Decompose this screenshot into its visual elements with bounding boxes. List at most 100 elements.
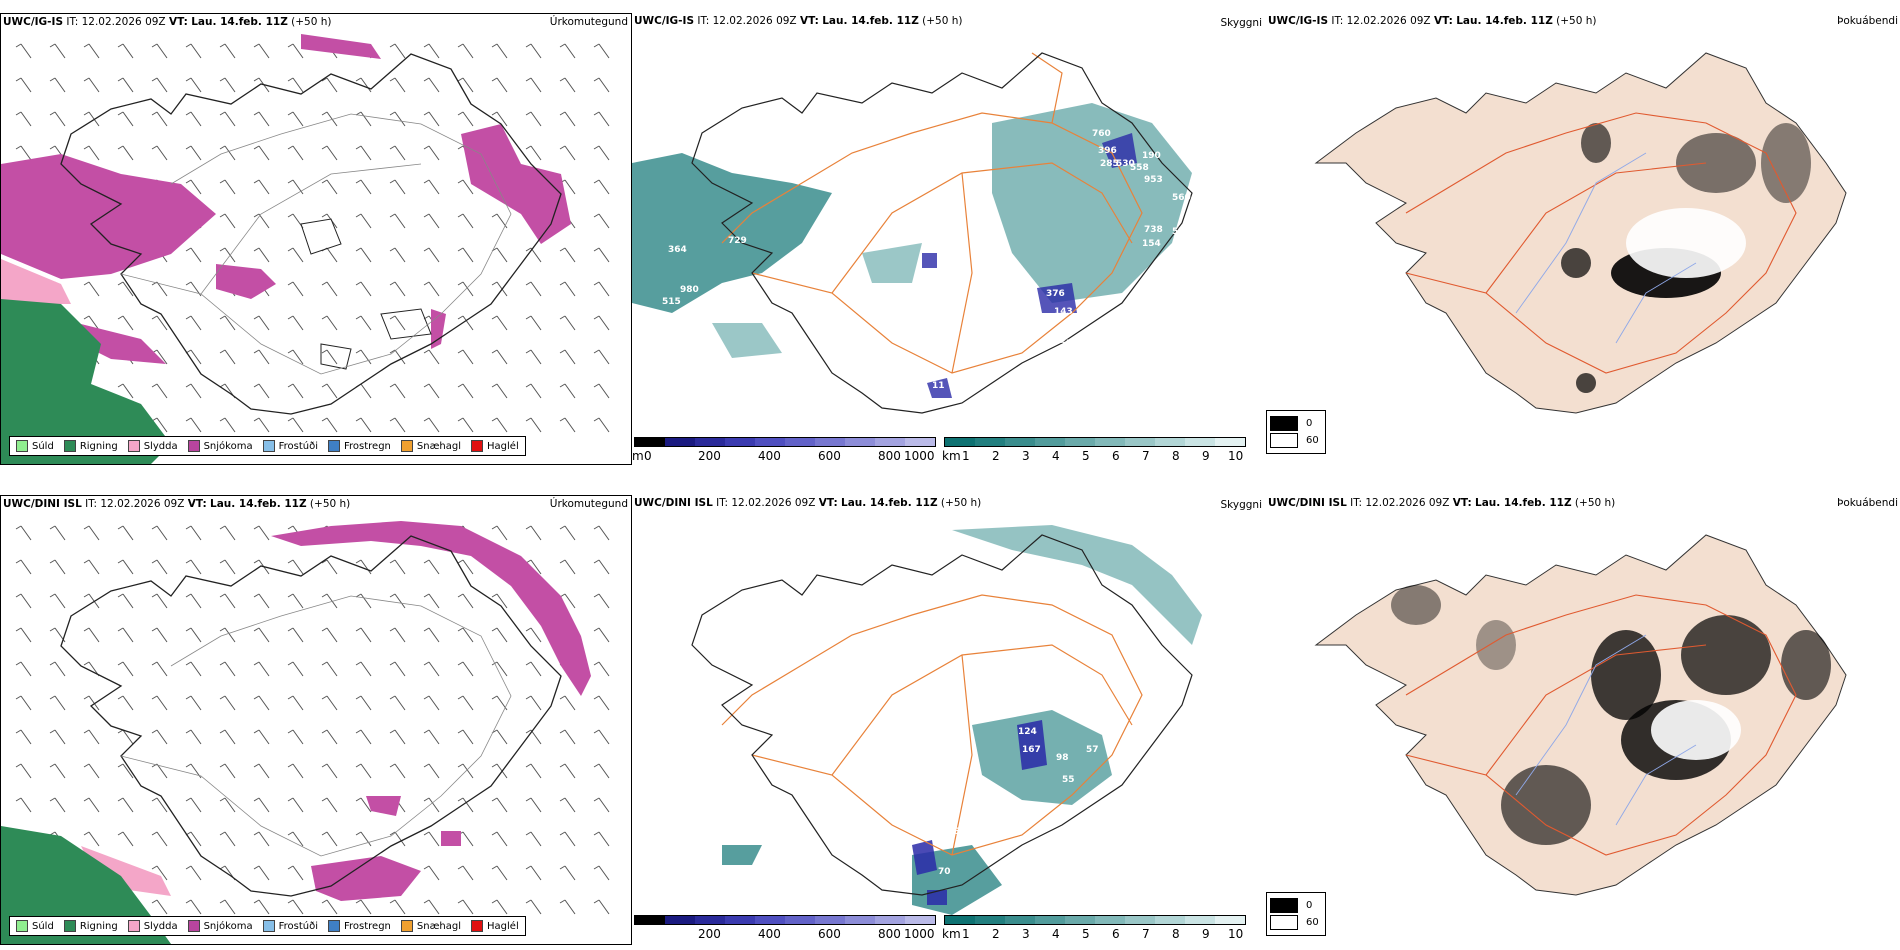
value-label: 515 bbox=[662, 297, 681, 307]
legend-item: Rigning bbox=[63, 440, 118, 452]
river-network bbox=[1515, 634, 1697, 826]
sleet-area bbox=[1, 259, 71, 304]
snow-area bbox=[81, 324, 166, 364]
value-label: 167 bbox=[1022, 745, 1041, 755]
legend-item: Snæhagl bbox=[400, 440, 461, 452]
glacier-outline bbox=[300, 218, 432, 370]
value-label: 190 bbox=[1142, 151, 1161, 161]
value-label: 57 bbox=[1172, 227, 1185, 237]
iceland-outline bbox=[60, 535, 562, 897]
value-label: 143 bbox=[1054, 307, 1073, 317]
snow-area bbox=[461, 124, 571, 244]
value-label: 953 bbox=[1024, 883, 1043, 893]
low-vis-teal bbox=[992, 103, 1192, 303]
value-label: 364 bbox=[668, 245, 687, 255]
precip-legend: Súld Rigning Slydda Snjókoma Frostúði Fr… bbox=[9, 436, 526, 456]
value-label: 848 bbox=[996, 871, 1015, 881]
panel-title: Skyggni bbox=[1220, 17, 1263, 29]
header-bottom-2: UWC/DINI ISL IT: 12.02.2026 09Z VT: Lau.… bbox=[634, 497, 982, 509]
legend-item: Súld bbox=[16, 920, 54, 932]
value-label: 376 bbox=[1046, 289, 1065, 299]
legend-item: Frostúði bbox=[262, 920, 318, 932]
value-label: 55 bbox=[1062, 775, 1075, 785]
land-fill bbox=[1314, 52, 1847, 414]
legend-item: Haglél bbox=[471, 920, 519, 932]
land-fill bbox=[1314, 534, 1847, 896]
vis-colorbar-m bbox=[634, 437, 936, 447]
precip-type-panel-bottom: UWC/DINI ISL IT: 12.02.2026 09Z VT: Lau.… bbox=[0, 495, 632, 945]
legend-item: Snæhagl bbox=[400, 920, 461, 932]
value-label: 738 bbox=[1144, 225, 1163, 235]
fog-shading bbox=[1561, 123, 1811, 393]
iceland-outline bbox=[691, 52, 1193, 414]
snow-area bbox=[301, 34, 381, 59]
value-label: 729 bbox=[728, 236, 747, 246]
road-network bbox=[1405, 112, 1797, 374]
value-label: 760 bbox=[1092, 129, 1111, 139]
rain-area bbox=[1, 299, 171, 464]
precip-type-panel-top: UWC/IG-IS IT: 12.02.2026 09Z VT: Lau. 14… bbox=[0, 13, 632, 465]
legend-item: Frostúði bbox=[262, 440, 318, 452]
fog-panel-top: UWC/IG-IS IT: 12.02.2026 09Z VT: Lau. 14… bbox=[1266, 13, 1900, 463]
rain-area bbox=[1, 826, 171, 944]
snow-area bbox=[311, 856, 421, 901]
panel-title: Úrkomutegund bbox=[549, 498, 628, 510]
header-bottom-1: UWC/DINI ISL IT: 12.02.2026 09Z VT: Lau.… bbox=[3, 498, 351, 510]
legend-item: Frostregn bbox=[328, 440, 391, 452]
low-vis-teal bbox=[712, 243, 922, 358]
panel-title: Skyggni bbox=[1220, 499, 1263, 511]
value-label: 558 bbox=[1130, 163, 1149, 173]
legend-item: Frostregn bbox=[328, 920, 391, 932]
value-label: 560 bbox=[1172, 193, 1191, 203]
legend-item: Slydda bbox=[127, 920, 178, 932]
legend-item: Súld bbox=[16, 440, 54, 452]
visibility-map-top bbox=[632, 52, 1193, 414]
fog-shading bbox=[1391, 585, 1831, 845]
header-top-3: UWC/IG-IS IT: 12.02.2026 09Z VT: Lau. 14… bbox=[1268, 15, 1597, 27]
visibility-panel-top: UWC/IG-IS IT: 12.02.2026 09Z VT: Lau. 14… bbox=[632, 15, 1263, 463]
header-bottom-3: UWC/DINI ISL IT: 12.02.2026 09Z VT: Lau.… bbox=[1268, 497, 1616, 509]
snow-area bbox=[1, 154, 216, 279]
iceland-outline bbox=[60, 53, 562, 415]
value-label: 70 bbox=[938, 867, 951, 877]
visibility-map-bottom bbox=[691, 525, 1202, 915]
precip-type-map-top bbox=[1, 34, 610, 464]
road-network bbox=[721, 594, 1143, 856]
value-label: 285 bbox=[1100, 159, 1119, 169]
vis-colorbar-m bbox=[634, 915, 936, 925]
value-label: 98 bbox=[1056, 753, 1069, 763]
fog-map-top bbox=[1314, 52, 1847, 414]
legend-item: Snjókoma bbox=[187, 920, 253, 932]
snow-area bbox=[216, 264, 276, 299]
value-label: 530 bbox=[1116, 159, 1135, 169]
panel-title: Þokuábendi bbox=[1837, 15, 1898, 27]
value-label: 11 bbox=[932, 381, 945, 391]
visibility-panel-bottom: UWC/DINI ISL IT: 12.02.2026 09Z VT: Lau.… bbox=[632, 495, 1264, 945]
road-network bbox=[1405, 594, 1797, 856]
road-network bbox=[721, 52, 1143, 374]
panel-title: Úrkomutegund bbox=[549, 16, 628, 28]
fog-map-bottom bbox=[1314, 534, 1847, 896]
fog-legend-top: 0 60 bbox=[1266, 410, 1326, 454]
road-network bbox=[120, 113, 512, 375]
precip-type-map-bottom bbox=[1, 521, 610, 944]
header-top-1: UWC/IG-IS IT: 12.02.2026 09Z VT: Lau. 14… bbox=[3, 16, 332, 28]
value-label: 124 bbox=[1018, 727, 1037, 737]
fog-legend-bottom: 0 60 bbox=[1266, 892, 1326, 936]
legend-item: Snjókoma bbox=[187, 440, 253, 452]
value-label: 396 bbox=[1098, 146, 1117, 156]
legend-item: Haglél bbox=[471, 440, 519, 452]
river-network bbox=[1515, 152, 1697, 344]
low-vis-teal bbox=[722, 845, 1002, 915]
road-network bbox=[120, 595, 512, 857]
value-label: 571 bbox=[1060, 339, 1079, 349]
value-label: 980 bbox=[680, 285, 699, 295]
value-label: 57 bbox=[1086, 745, 1099, 755]
precip-legend: Súld Rigning Slydda Snjókoma Frostúði Fr… bbox=[9, 916, 526, 936]
iceland-outline bbox=[691, 534, 1193, 896]
header-top-2: UWC/IG-IS IT: 12.02.2026 09Z VT: Lau. 14… bbox=[634, 15, 963, 27]
vis-colorbar-km bbox=[944, 437, 1246, 447]
legend-item: Rigning bbox=[63, 920, 118, 932]
value-label: 953 bbox=[1144, 175, 1163, 185]
snow-area bbox=[271, 521, 591, 696]
